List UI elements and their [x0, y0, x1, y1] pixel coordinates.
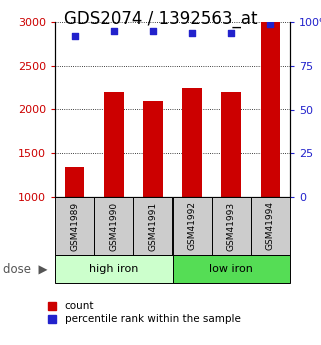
- Point: [268, 21, 273, 27]
- Text: dose  ▶: dose ▶: [3, 263, 48, 276]
- Bar: [104, 92, 124, 197]
- Bar: [212, 197, 251, 255]
- Point: [111, 28, 116, 33]
- Point: [229, 30, 234, 35]
- Text: low iron: low iron: [209, 264, 253, 274]
- Bar: [251, 197, 290, 255]
- Point: [189, 30, 195, 35]
- Text: high iron: high iron: [89, 264, 138, 274]
- Text: GSM41994: GSM41994: [266, 201, 275, 250]
- Bar: [221, 92, 241, 197]
- Text: GSM41990: GSM41990: [109, 201, 118, 250]
- Bar: [172, 255, 290, 283]
- Bar: [55, 255, 172, 283]
- Bar: [172, 197, 212, 255]
- Text: GSM41993: GSM41993: [227, 201, 236, 250]
- Text: GSM41989: GSM41989: [70, 201, 79, 250]
- Bar: [94, 197, 133, 255]
- Bar: [55, 197, 94, 255]
- Text: GSM41991: GSM41991: [148, 201, 157, 250]
- Point: [72, 33, 77, 39]
- Text: GDS2074 / 1392563_at: GDS2074 / 1392563_at: [64, 10, 257, 28]
- Text: GSM41992: GSM41992: [187, 201, 196, 250]
- Bar: [143, 101, 163, 197]
- Legend: count, percentile rank within the sample: count, percentile rank within the sample: [47, 300, 242, 325]
- Bar: [261, 22, 280, 197]
- Bar: [65, 167, 84, 197]
- Bar: [182, 88, 202, 197]
- Bar: [133, 197, 172, 255]
- Point: [150, 28, 155, 33]
